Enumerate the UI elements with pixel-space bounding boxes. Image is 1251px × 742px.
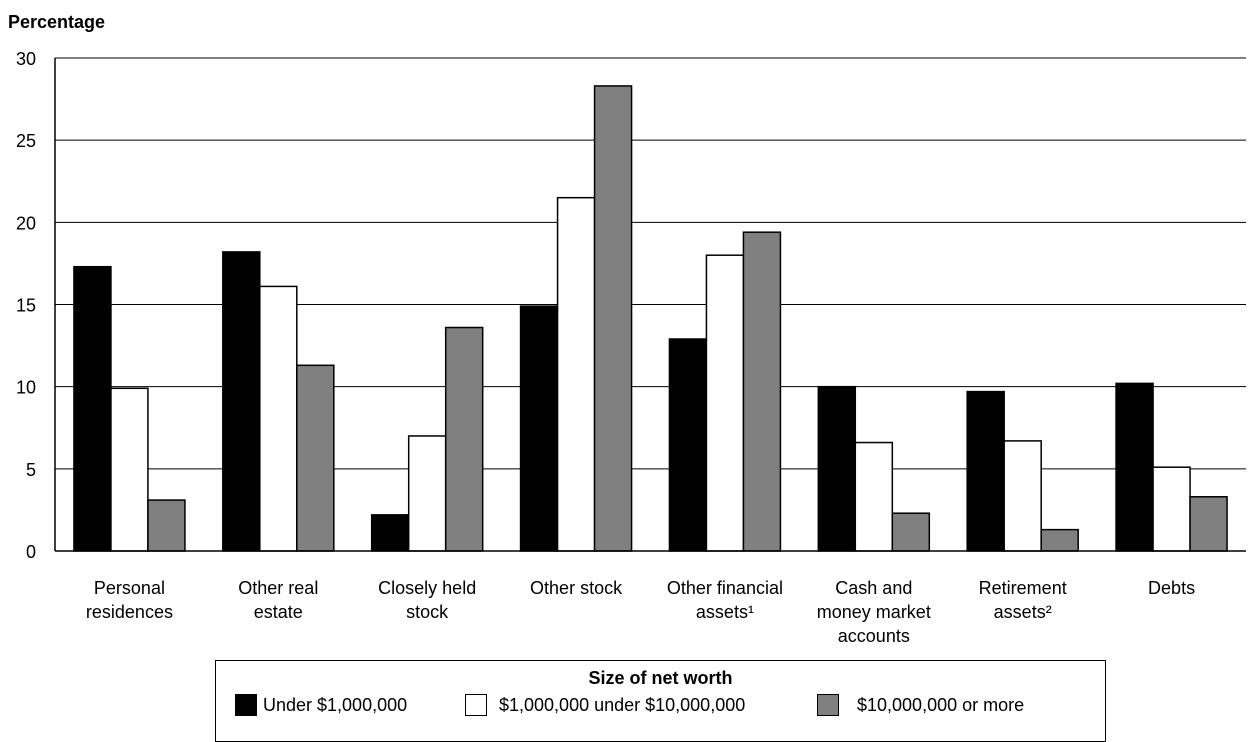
y-tick-label: 30 bbox=[16, 49, 36, 69]
x-category-label: Other real estate bbox=[238, 578, 318, 622]
bar bbox=[73, 265, 112, 552]
bar bbox=[1115, 382, 1154, 552]
legend-swatch-black bbox=[235, 694, 257, 716]
legend-swatch-gray bbox=[817, 694, 839, 716]
legend-item-1m-to-10m: $1,000,000 under $10,000,000 bbox=[465, 694, 745, 716]
bar bbox=[1003, 440, 1042, 552]
bars bbox=[73, 85, 1228, 552]
bar bbox=[1189, 496, 1228, 552]
x-category-label: Debts bbox=[1148, 578, 1195, 598]
y-axis-label: Percentage bbox=[8, 12, 105, 32]
bar bbox=[444, 326, 484, 552]
bar bbox=[854, 441, 894, 552]
bar bbox=[259, 285, 298, 552]
x-category-label: Cash and money market accounts bbox=[817, 578, 931, 646]
x-category-label: Closely held stock bbox=[378, 578, 476, 622]
y-tick-label: 5 bbox=[26, 460, 36, 480]
bar bbox=[296, 364, 335, 552]
legend-label: $10,000,000 or more bbox=[857, 694, 1025, 715]
bar bbox=[817, 385, 857, 552]
bar bbox=[668, 338, 708, 552]
bar bbox=[519, 305, 559, 552]
x-category-label: Other stock bbox=[530, 578, 623, 598]
bar bbox=[370, 514, 410, 552]
bar bbox=[593, 85, 633, 552]
bar bbox=[966, 390, 1005, 552]
bar bbox=[110, 387, 149, 552]
bar bbox=[147, 499, 186, 552]
y-tick-label: 25 bbox=[16, 131, 36, 151]
x-category-label: Retirement assets² bbox=[979, 578, 1067, 622]
axes bbox=[54, 58, 1246, 552]
bar bbox=[1040, 528, 1079, 552]
legend-title: Size of net worth bbox=[588, 668, 733, 688]
bar bbox=[742, 231, 782, 552]
legend-item-10m-plus: $10,000,000 or more bbox=[817, 694, 1024, 716]
bar bbox=[556, 196, 596, 552]
bar bbox=[891, 512, 931, 552]
bar bbox=[705, 254, 745, 552]
bar bbox=[222, 251, 261, 552]
x-category-label: Personal residences bbox=[86, 578, 173, 622]
y-tick-label: 10 bbox=[16, 378, 36, 398]
bar bbox=[407, 435, 447, 552]
y-tick-label: 20 bbox=[16, 213, 36, 233]
bar bbox=[1152, 466, 1191, 552]
y-tick-label: 15 bbox=[16, 296, 36, 316]
y-tick-labels: 0 5 10 15 20 25 30 bbox=[16, 49, 36, 562]
y-tick-label: 0 bbox=[26, 542, 36, 562]
legend-label: $1,000,000 under $10,000,000 bbox=[499, 694, 746, 715]
x-category-labels: Personal residences Other real estate Closel… bbox=[86, 578, 1195, 646]
legend-item-under-1m: Under $1,000,000 bbox=[235, 694, 407, 716]
legend-swatch-white bbox=[465, 694, 487, 716]
legend: Size of net worth Under $1,000,000 $1,00… bbox=[215, 660, 1106, 742]
x-category-label: Other financial assets¹ bbox=[667, 578, 783, 622]
legend-label: Under $1,000,000 bbox=[263, 694, 408, 715]
